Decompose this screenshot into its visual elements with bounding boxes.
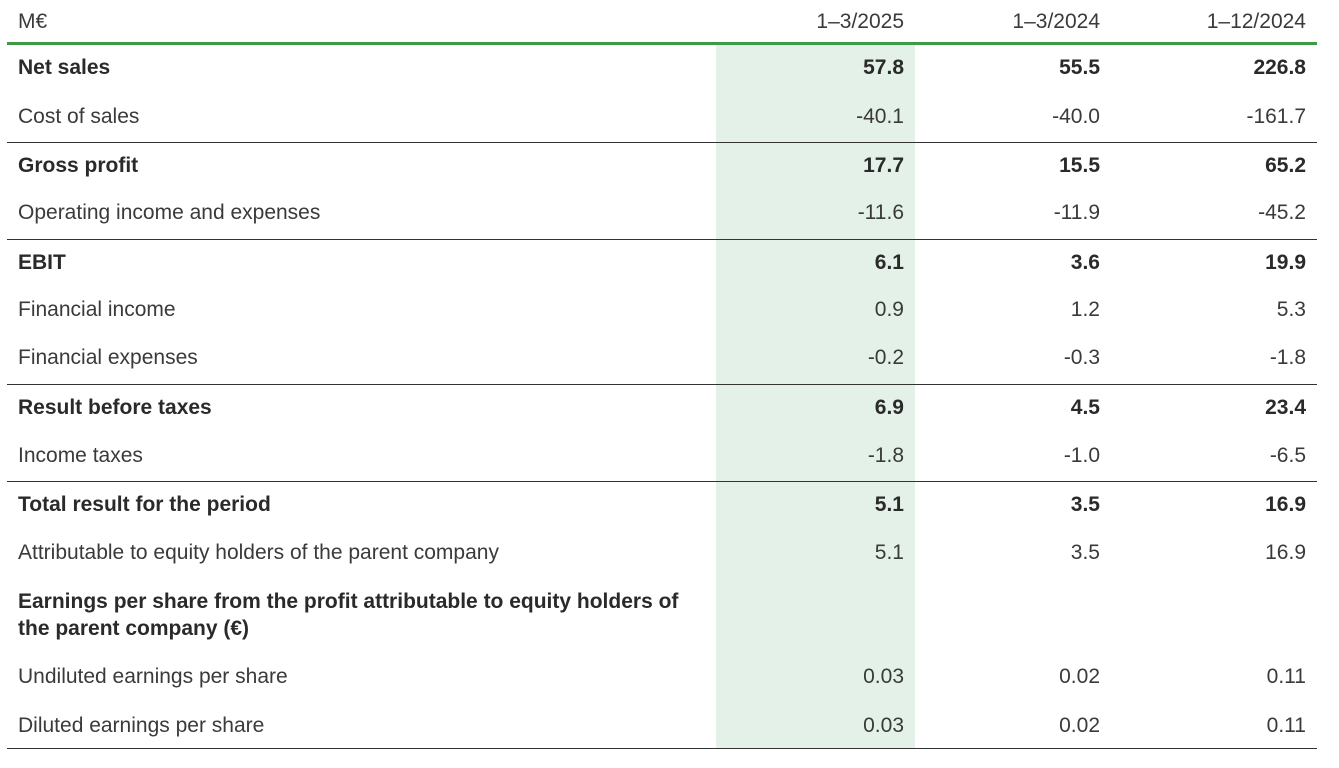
row-label: Operating income and expenses — [18, 201, 321, 224]
value-cell: 3.5 — [1070, 493, 1100, 516]
value-cell: 5.3 — [1276, 298, 1306, 321]
table-bottom-rule — [7, 748, 1317, 749]
value-cell: -1.8 — [867, 444, 904, 467]
value-cell: 0.11 — [1266, 714, 1306, 737]
row-label: Gross profit — [18, 154, 139, 177]
row-label: Diluted earnings per share — [18, 714, 265, 737]
row-label: Net sales — [18, 56, 111, 79]
table-row: Gross profit 17.7 15.5 65.2 — [7, 142, 1317, 190]
value-cell: 1.2 — [1070, 298, 1100, 321]
row-label: Cost of sales — [18, 105, 140, 128]
value-cell: 226.8 — [1253, 56, 1306, 79]
row-label: Total result for the period — [18, 493, 271, 516]
value-cell: 15.5 — [1059, 154, 1100, 177]
row-label: Undiluted earnings per share — [18, 665, 288, 688]
value-cell: -1.8 — [1269, 346, 1306, 369]
table-row: Net sales 57.8 55.5 226.8 — [7, 45, 1317, 94]
value-cell: 0.11 — [1266, 665, 1306, 688]
table-row: Financial expenses -0.2 -0.3 -1.8 — [7, 335, 1317, 384]
value-cell: 55.5 — [1059, 56, 1100, 79]
value-cell: 3.5 — [1070, 541, 1100, 564]
table-row: Undiluted earnings per share 0.03 0.02 0… — [7, 654, 1317, 703]
table-row: Financial income 0.9 1.2 5.3 — [7, 287, 1317, 335]
table-row: EBIT 6.1 3.6 19.9 — [7, 239, 1317, 287]
table-header: M€ 1–3/2025 1–3/2024 1–12/2024 — [7, 0, 1317, 45]
value-cell: -11.6 — [857, 201, 904, 224]
row-label: Financial expenses — [18, 346, 198, 369]
value-cell: -45.2 — [1258, 201, 1306, 224]
column-header-2: 1–3/2024 — [1012, 10, 1100, 33]
value-cell: 5.1 — [874, 493, 904, 516]
value-cell: 65.2 — [1265, 154, 1306, 177]
value-cell: 19.9 — [1265, 251, 1306, 274]
value-cell: 6.9 — [874, 396, 904, 419]
value-cell: -11.9 — [1053, 201, 1100, 224]
row-label: Result before taxes — [18, 396, 212, 419]
value-cell: 0.03 — [863, 665, 904, 688]
value-cell: 57.8 — [863, 56, 904, 79]
value-cell: 0.02 — [1059, 665, 1100, 688]
income-statement-table: M€ 1–3/2025 1–3/2024 1–12/2024 Net sales… — [7, 0, 1317, 752]
value-cell: 4.5 — [1070, 396, 1100, 419]
value-cell: 23.4 — [1265, 396, 1306, 419]
table-row: Earnings per share from the profit attri… — [7, 578, 1317, 654]
table-row: Result before taxes 6.9 4.5 23.4 — [7, 384, 1317, 433]
row-label: Earnings per share from the profit attri… — [18, 590, 679, 640]
value-cell: -0.2 — [867, 346, 904, 369]
value-cell: -0.3 — [1063, 346, 1100, 369]
value-cell: 16.9 — [1265, 541, 1306, 564]
value-cell: -6.5 — [1269, 444, 1306, 467]
table-row: Total result for the period 5.1 3.5 16.9 — [7, 481, 1317, 530]
value-cell: -40.0 — [1052, 105, 1100, 128]
table-row: Cost of sales -40.1 -40.0 -161.7 — [7, 94, 1317, 142]
current-period-highlight — [716, 44, 915, 749]
table-row: Operating income and expenses -11.6 -11.… — [7, 190, 1317, 239]
value-cell: -1.0 — [1063, 444, 1100, 467]
value-cell: 5.1 — [874, 541, 904, 564]
value-cell: 3.6 — [1070, 251, 1100, 274]
row-label: Income taxes — [18, 444, 143, 467]
unit-header: M€ — [18, 10, 48, 33]
value-cell: -161.7 — [1246, 105, 1306, 128]
row-label: EBIT — [18, 251, 66, 274]
value-cell: 0.02 — [1059, 714, 1100, 737]
table-row: Attributable to equity holders of the pa… — [7, 530, 1317, 578]
table-row: Diluted earnings per share 0.03 0.02 0.1… — [7, 703, 1317, 752]
value-cell: 0.03 — [863, 714, 904, 737]
value-cell: 17.7 — [863, 154, 904, 177]
column-header-3: 1–12/2024 — [1206, 10, 1306, 33]
value-cell: 16.9 — [1265, 493, 1306, 516]
column-header-1: 1–3/2025 — [816, 10, 904, 33]
row-label: Financial income — [18, 298, 176, 321]
value-cell: 6.1 — [874, 251, 904, 274]
value-cell: -40.1 — [856, 105, 904, 128]
row-label: Attributable to equity holders of the pa… — [18, 541, 499, 564]
table-row: Income taxes -1.8 -1.0 -6.5 — [7, 433, 1317, 481]
value-cell: 0.9 — [874, 298, 904, 321]
